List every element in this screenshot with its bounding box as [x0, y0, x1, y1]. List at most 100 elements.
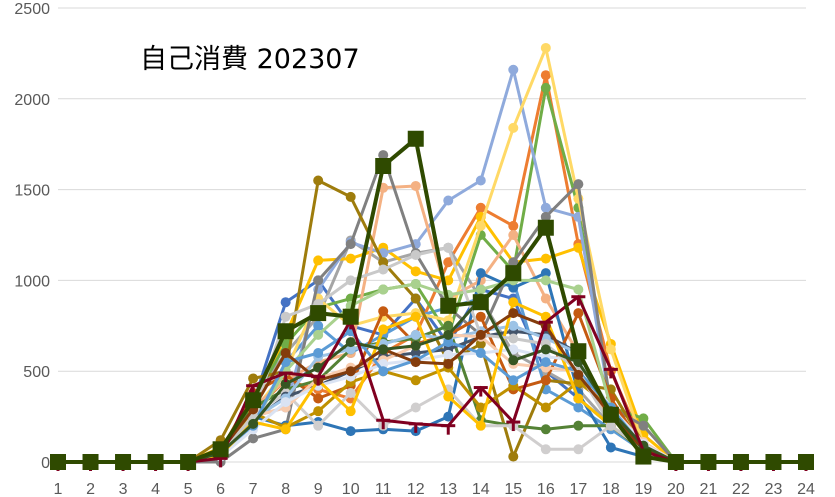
data-point [248, 373, 259, 384]
data-point [475, 175, 486, 186]
data-point [475, 329, 486, 340]
data-point [313, 348, 324, 359]
data-point [342, 308, 359, 325]
data-point [508, 355, 519, 366]
y-tick-label: 2500 [14, 1, 50, 18]
data-point [410, 279, 421, 290]
data-point [475, 284, 486, 295]
data-point [540, 253, 551, 264]
data-point [508, 220, 519, 231]
data-point [410, 402, 421, 413]
data-point [573, 402, 584, 413]
data-point [573, 393, 584, 404]
data-point [248, 433, 259, 444]
x-tick-label: 12 [407, 481, 425, 497]
data-point [540, 357, 551, 368]
data-point [378, 306, 389, 317]
data-point [540, 424, 551, 435]
series-19 [53, 320, 811, 467]
data-point [573, 369, 584, 380]
series-lines [50, 42, 814, 471]
data-point [540, 42, 551, 53]
data-point [378, 150, 389, 161]
data-point [443, 242, 454, 253]
data-point [475, 220, 486, 231]
data-point [635, 448, 652, 465]
data-point [313, 406, 324, 417]
data-point [345, 366, 356, 377]
data-point [345, 337, 356, 348]
data-point [410, 357, 421, 368]
x-tick-label: 7 [249, 481, 258, 497]
data-point [378, 264, 389, 275]
x-axis-tick-labels: 1 2 3 4 5 6 7 8 9 10 11 12 13 14 15 16 17 18 19 20 21 22 23 24 [54, 481, 815, 497]
x-tick-label: 1 [54, 481, 63, 497]
data-point [638, 413, 649, 424]
data-point [310, 305, 327, 322]
data-point [540, 402, 551, 413]
data-point [508, 451, 519, 462]
data-point [50, 454, 66, 470]
x-tick-label: 10 [342, 481, 360, 497]
series-line [58, 366, 806, 464]
data-point [410, 293, 421, 304]
x-tick-label: 5 [184, 481, 193, 497]
data-point [570, 343, 587, 360]
data-point [540, 211, 551, 222]
series-line [58, 300, 806, 464]
data-point [475, 420, 486, 431]
data-point [440, 297, 457, 314]
data-point [475, 348, 486, 359]
data-point [280, 397, 291, 408]
y-tick-label: 500 [23, 364, 50, 381]
data-point [508, 344, 519, 355]
data-point [180, 454, 197, 470]
data-point [540, 202, 551, 213]
data-point [375, 157, 392, 174]
data-point [638, 420, 649, 431]
data-point [667, 454, 684, 470]
series-2 [53, 70, 811, 467]
x-tick-label: 15 [504, 481, 522, 497]
data-point [245, 392, 262, 409]
data-point [540, 70, 551, 81]
data-point [407, 130, 424, 147]
data-point [115, 454, 132, 470]
data-point [212, 441, 229, 458]
data-point [345, 426, 356, 437]
x-tick-label: 23 [765, 481, 783, 497]
data-point [378, 324, 389, 335]
gridlines [58, 7, 806, 463]
data-point [508, 375, 519, 386]
data-point [345, 387, 356, 398]
data-point [508, 122, 519, 133]
data-point [248, 418, 259, 429]
x-tick-label: 20 [667, 481, 685, 497]
data-point [410, 249, 421, 260]
data-point [345, 191, 356, 202]
data-point [475, 311, 486, 322]
data-point [410, 329, 421, 340]
data-point [313, 175, 324, 186]
x-tick-label: 18 [602, 481, 620, 497]
data-point [410, 348, 421, 359]
x-tick-label: 4 [151, 481, 160, 497]
data-point [410, 180, 421, 191]
data-point [443, 358, 454, 369]
data-point [280, 424, 291, 435]
x-tick-label: 17 [569, 481, 587, 497]
data-point [345, 253, 356, 264]
data-point [345, 344, 356, 355]
series-14 [53, 320, 811, 467]
x-tick-label: 14 [472, 481, 490, 497]
x-tick-label: 3 [119, 481, 128, 497]
series-8 [53, 42, 811, 467]
data-point [573, 308, 584, 319]
data-point [573, 242, 584, 253]
data-point [508, 282, 519, 293]
data-point [280, 311, 291, 322]
chart-title: 自己消費 202307 [140, 44, 360, 75]
data-point [443, 329, 454, 340]
data-point [475, 338, 486, 349]
data-point [540, 82, 551, 93]
